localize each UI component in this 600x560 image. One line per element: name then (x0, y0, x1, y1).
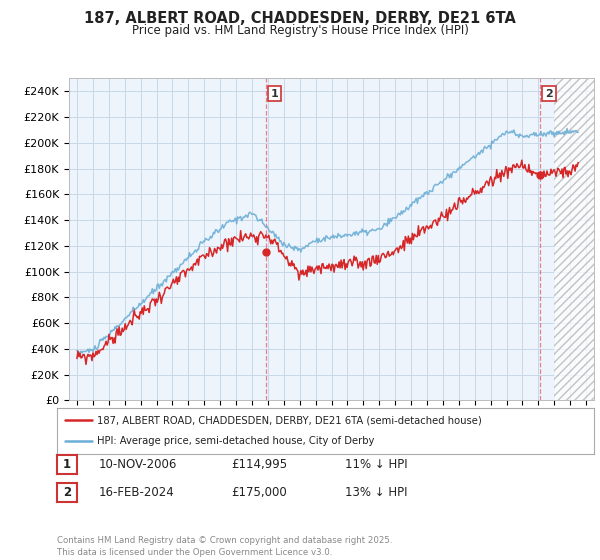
Text: 2: 2 (63, 486, 71, 500)
Text: HPI: Average price, semi-detached house, City of Derby: HPI: Average price, semi-detached house,… (97, 436, 374, 446)
Text: £175,000: £175,000 (231, 486, 287, 500)
Text: 13% ↓ HPI: 13% ↓ HPI (345, 486, 407, 500)
Text: 187, ALBERT ROAD, CHADDESDEN, DERBY, DE21 6TA (semi-detached house): 187, ALBERT ROAD, CHADDESDEN, DERBY, DE2… (97, 415, 482, 425)
Text: £114,995: £114,995 (231, 458, 287, 472)
Text: 16-FEB-2024: 16-FEB-2024 (99, 486, 175, 500)
Bar (554, 78, 594, 400)
Text: Price paid vs. HM Land Registry's House Price Index (HPI): Price paid vs. HM Land Registry's House … (131, 24, 469, 36)
Text: 1: 1 (271, 88, 278, 99)
Text: 11% ↓ HPI: 11% ↓ HPI (345, 458, 407, 472)
Text: 1: 1 (63, 458, 71, 472)
Text: Contains HM Land Registry data © Crown copyright and database right 2025.
This d: Contains HM Land Registry data © Crown c… (57, 536, 392, 557)
Text: 10-NOV-2006: 10-NOV-2006 (99, 458, 178, 472)
Text: 2: 2 (545, 88, 553, 99)
Text: 187, ALBERT ROAD, CHADDESDEN, DERBY, DE21 6TA: 187, ALBERT ROAD, CHADDESDEN, DERBY, DE2… (84, 11, 516, 26)
